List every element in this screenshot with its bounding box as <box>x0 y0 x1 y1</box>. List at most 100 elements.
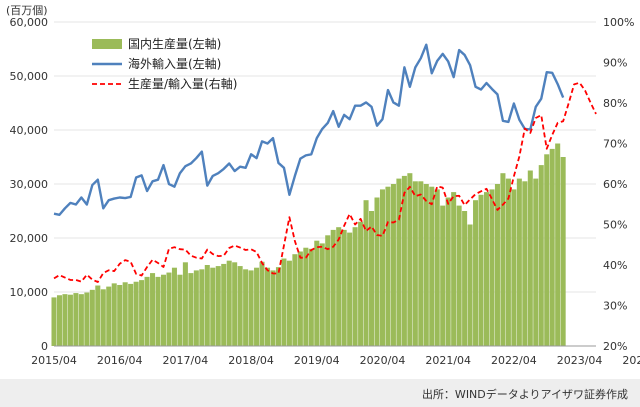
legend-label: 海外輸入量(左軸) <box>128 56 221 71</box>
left-axis-tick-label: 50,000 <box>10 70 49 83</box>
bar-domestic-production <box>434 189 440 346</box>
bar-domestic-production <box>84 292 90 346</box>
legend-label: 国内生産量(左軸) <box>128 36 221 51</box>
bar-domestic-production <box>544 154 550 346</box>
bar-domestic-production <box>549 148 555 346</box>
x-axis-tick-label: 2022/04 <box>491 354 537 367</box>
bar-domestic-production <box>150 273 156 346</box>
bar-domestic-production <box>527 170 533 346</box>
bar-domestic-production <box>352 227 358 346</box>
axes: 0 10,000 20,000 30,000 40,000 50,000 60,000 20%… <box>10 16 640 367</box>
right-axis-tick-label: 40% <box>603 259 627 272</box>
x-axis-tick-label: 2024/04 <box>622 354 640 367</box>
bar-domestic-production <box>254 267 260 346</box>
bar-domestic-production <box>188 273 194 346</box>
bar-domestic-production <box>139 280 145 346</box>
bar-domestic-production <box>160 274 167 346</box>
left-axis-tick-label: 60,000 <box>10 16 49 29</box>
right-axis-tick-label: 90% <box>603 57 627 70</box>
bar-domestic-production <box>330 229 336 346</box>
bar-domestic-production <box>314 240 320 346</box>
bar-domestic-production <box>462 211 468 346</box>
bar-domestic-production <box>363 200 369 346</box>
bar-domestic-production <box>347 232 353 346</box>
bar-domestic-production <box>237 266 243 346</box>
bar-domestic-production <box>478 194 484 346</box>
bar-domestic-production <box>117 284 123 346</box>
left-axis-tick-label: 10,000 <box>10 286 49 299</box>
bar-domestic-production <box>111 283 117 346</box>
bar-domestic-production <box>407 173 413 346</box>
legend: 国内生産量(左軸) 海外輸入量(左軸) 生産量/輸入量(右軸) <box>92 36 237 91</box>
x-axis-tick-label: 2023/04 <box>557 354 603 367</box>
chart: 0 10,000 20,000 30,000 40,000 50,000 60,000 20%… <box>6 4 640 367</box>
bar-domestic-production <box>177 274 183 346</box>
bar-domestic-production <box>374 197 380 346</box>
x-axis-tick-label: 2021/04 <box>425 354 471 367</box>
bar-domestic-production <box>62 294 68 346</box>
bar-domestic-production <box>533 178 539 346</box>
bar-domestic-production <box>538 165 544 346</box>
bar-domestic-production <box>467 224 473 346</box>
bar-domestic-production <box>215 266 221 346</box>
bar-domestic-production <box>106 286 112 346</box>
right-axis-tick-label: 80% <box>603 97 627 110</box>
source-note: 出所：WINDデータよりアイザワ証券作成 <box>421 388 628 401</box>
left-axis-unit-label: (百万個) <box>6 4 48 17</box>
right-axis-tick-label: 20% <box>603 340 627 353</box>
bar-domestic-production <box>248 270 254 346</box>
bar-domestic-production <box>155 276 161 346</box>
bar-domestic-production <box>369 211 375 346</box>
bar-domestic-production <box>78 294 84 346</box>
bar-domestic-production <box>204 265 210 346</box>
bar-domestic-production <box>171 267 177 346</box>
bar-domestic-production <box>193 270 199 346</box>
x-axis-tick-label: 2015/04 <box>31 354 77 367</box>
bar-domestic-production <box>297 251 303 346</box>
bar-domestic-production <box>89 289 95 346</box>
right-axis-tick-label: 30% <box>603 300 627 313</box>
bar-domestic-production <box>358 221 364 346</box>
source-footer: 出所：WINDデータよりアイザワ証券作成 <box>0 379 640 407</box>
right-axis-tick-label: 100% <box>603 16 634 29</box>
left-axis-tick-label: 20,000 <box>10 232 49 245</box>
bar-domestic-production <box>396 178 402 346</box>
bar-domestic-production <box>100 289 106 346</box>
bar-domestic-production <box>451 192 457 346</box>
bar-domestic-production <box>336 227 342 346</box>
bar-domestic-production <box>379 189 386 346</box>
bar-domestic-production <box>286 260 292 346</box>
bar-domestic-production <box>281 258 287 346</box>
bar-domestic-production <box>275 267 281 346</box>
bar-domestic-production <box>412 181 418 346</box>
bar-domestic-production <box>264 267 271 346</box>
x-axis-tick-label: 2017/04 <box>163 354 209 367</box>
bar-domestic-production <box>292 254 298 346</box>
bar-domestic-production <box>445 197 451 346</box>
bar-domestic-production <box>51 297 57 346</box>
left-axis-tick-label: 30,000 <box>10 178 49 191</box>
bar-domestic-production <box>500 173 506 346</box>
bar-domestic-production <box>128 283 134 346</box>
bar-domestic-production <box>221 263 227 346</box>
bar-domestic-production <box>166 272 172 346</box>
bar-series-domestic-production <box>51 143 566 346</box>
left-axis-tick-label: 40,000 <box>10 124 49 137</box>
bar-domestic-production <box>182 262 188 346</box>
bar-domestic-production <box>341 229 347 346</box>
bar-domestic-production <box>483 192 490 346</box>
bar-domestic-production <box>308 248 314 346</box>
bar-domestic-production <box>429 186 435 346</box>
bar-domestic-production <box>232 262 238 346</box>
bar-domestic-production <box>243 269 249 346</box>
bar-domestic-production <box>270 270 276 346</box>
bar-domestic-production <box>516 178 522 346</box>
legend-label: 生産量/輸入量(右軸) <box>128 76 237 91</box>
right-axis-tick-label: 70% <box>603 138 627 151</box>
bar-domestic-production <box>385 186 391 346</box>
bar-domestic-production <box>319 243 325 346</box>
legend-swatch-domestic-production <box>92 39 122 49</box>
x-axis-tick-label: 2018/04 <box>228 354 274 367</box>
bar-domestic-production <box>440 205 446 346</box>
left-axis-tick-label: 0 <box>41 340 48 353</box>
